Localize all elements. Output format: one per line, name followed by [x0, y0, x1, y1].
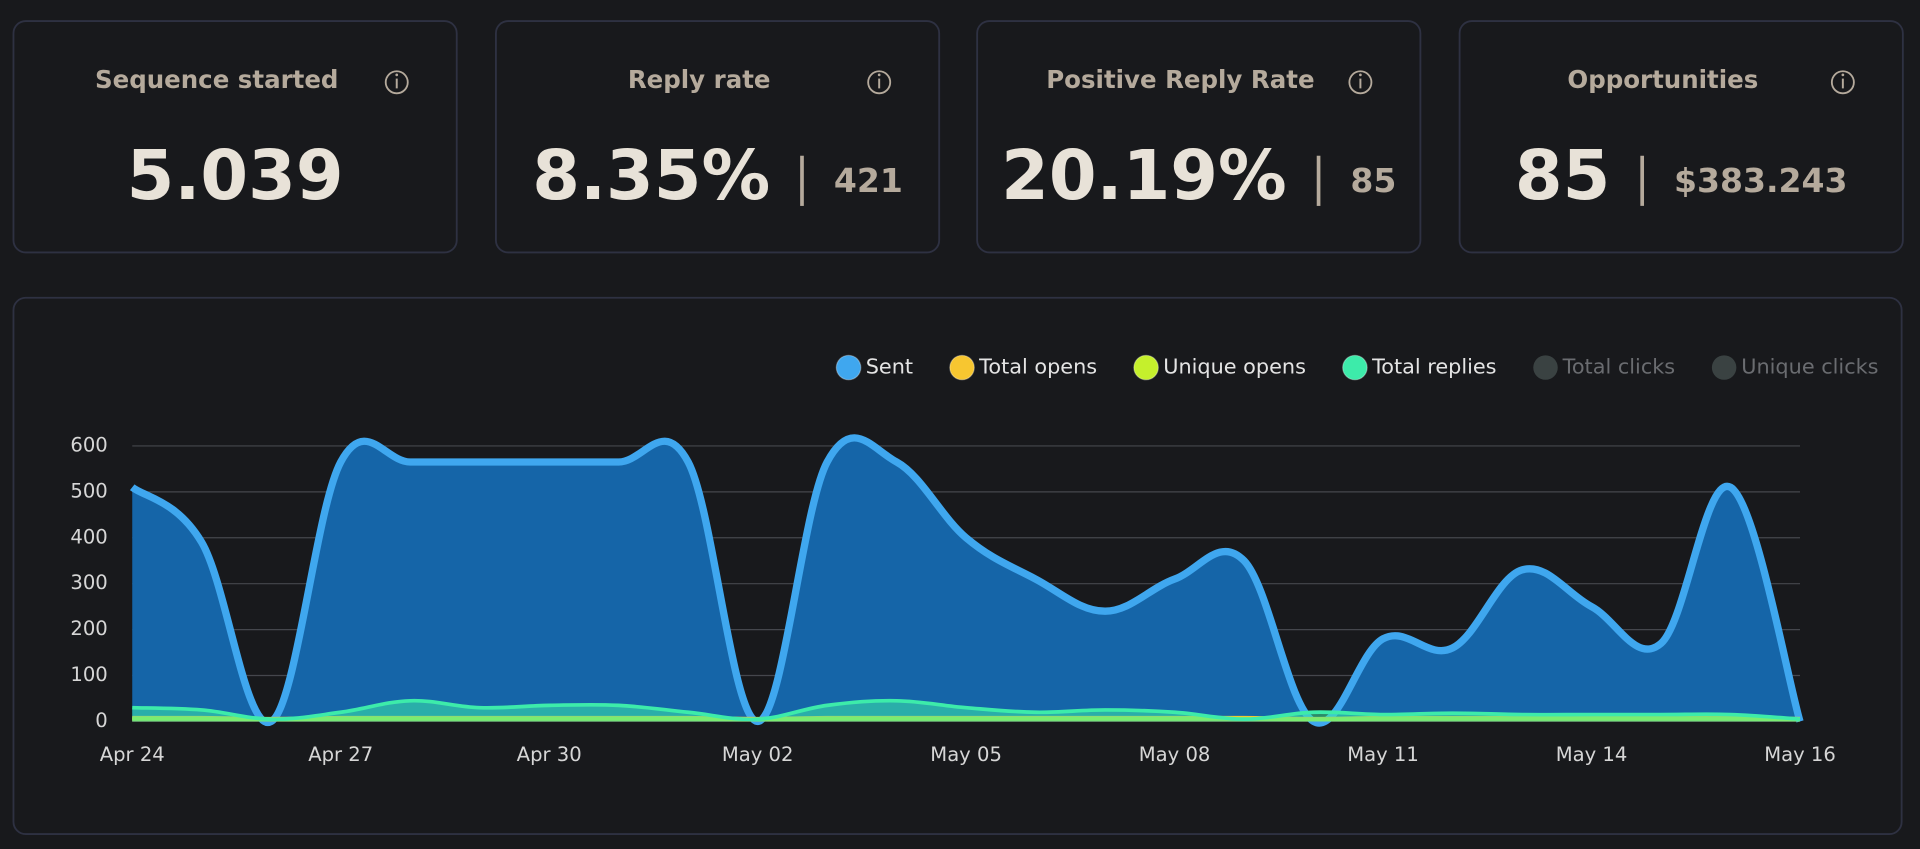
y-tick-label: 600 — [70, 433, 107, 456]
card-value: 20.19% — [1001, 136, 1287, 216]
x-tick-label: Apr 30 — [517, 743, 582, 766]
legend-label: Unique opens — [1163, 355, 1306, 379]
card-value: 8.35% — [532, 136, 770, 216]
legend-item[interactable]: Sent — [835, 354, 913, 381]
card-secondary: 85 — [1350, 161, 1396, 200]
y-tick-label: 400 — [70, 525, 107, 548]
card-title: Sequence started — [95, 65, 338, 94]
legend-swatch — [1711, 355, 1737, 380]
legend-swatch — [1533, 355, 1558, 380]
x-tick-label: Apr 24 — [100, 743, 165, 766]
x-tick-label: May 11 — [1347, 743, 1419, 766]
info-dot — [1841, 73, 1845, 77]
legend-item[interactable]: Unique opens — [1133, 354, 1306, 381]
kpi-card — [12, 20, 458, 254]
x-tick-label: May 02 — [722, 743, 794, 766]
legend-label: Total replies — [1371, 355, 1496, 379]
y-tick-label: 300 — [70, 571, 107, 594]
x-tick-label: May 16 — [1764, 743, 1836, 766]
x-tick-label: Apr 27 — [308, 743, 373, 766]
y-tick-label: 200 — [70, 617, 107, 640]
x-tick-label: May 08 — [1139, 743, 1211, 766]
y-tick-label: 0 — [95, 709, 107, 732]
info-icon[interactable] — [867, 70, 892, 95]
info-circle — [384, 70, 409, 95]
series-area — [132, 437, 1801, 724]
x-tick-label: May 05 — [930, 743, 1002, 766]
kpi-card — [1458, 20, 1904, 254]
card-title: Reply rate — [628, 65, 771, 94]
card-value: 5.039 — [127, 136, 344, 216]
card-title: Opportunities — [1567, 65, 1758, 94]
legend-label: Unique clicks — [1741, 355, 1878, 379]
legend-label: Sent — [866, 355, 913, 379]
legend-swatch — [1342, 354, 1368, 381]
y-tick-label: 100 — [70, 663, 107, 686]
series-line — [129, 434, 1804, 727]
info-dot — [395, 73, 399, 77]
legend-label: Total clicks — [1562, 355, 1675, 379]
info-icon[interactable] — [384, 70, 409, 95]
card-value: 85 — [1515, 136, 1610, 216]
legend-item[interactable]: Total replies — [1342, 354, 1497, 381]
legend-item[interactable]: Total clicks — [1533, 355, 1675, 380]
y-tick-label: 500 — [70, 479, 107, 502]
card-secondary: 421 — [834, 161, 903, 200]
x-tick-label: May 14 — [1556, 743, 1628, 766]
kpi-card — [976, 20, 1422, 254]
legend-swatch — [1133, 354, 1159, 381]
info-icon[interactable] — [1830, 70, 1855, 95]
info-circle — [1830, 70, 1855, 95]
info-dot — [877, 73, 881, 77]
legend-item[interactable]: Unique clicks — [1711, 355, 1879, 380]
legend-swatch — [835, 354, 862, 381]
info-icon[interactable] — [1348, 70, 1373, 95]
legend-item[interactable]: Total opens — [949, 354, 1097, 381]
info-circle — [867, 70, 892, 95]
series-line — [132, 698, 1801, 722]
info-circle — [1348, 70, 1373, 95]
legend-label: Total opens — [978, 355, 1097, 379]
kpi-card — [495, 20, 941, 254]
card-title: Positive Reply Rate — [1046, 65, 1314, 94]
info-dot — [1359, 73, 1362, 77]
legend-swatch — [949, 354, 975, 381]
card-secondary: $383.243 — [1674, 161, 1848, 200]
